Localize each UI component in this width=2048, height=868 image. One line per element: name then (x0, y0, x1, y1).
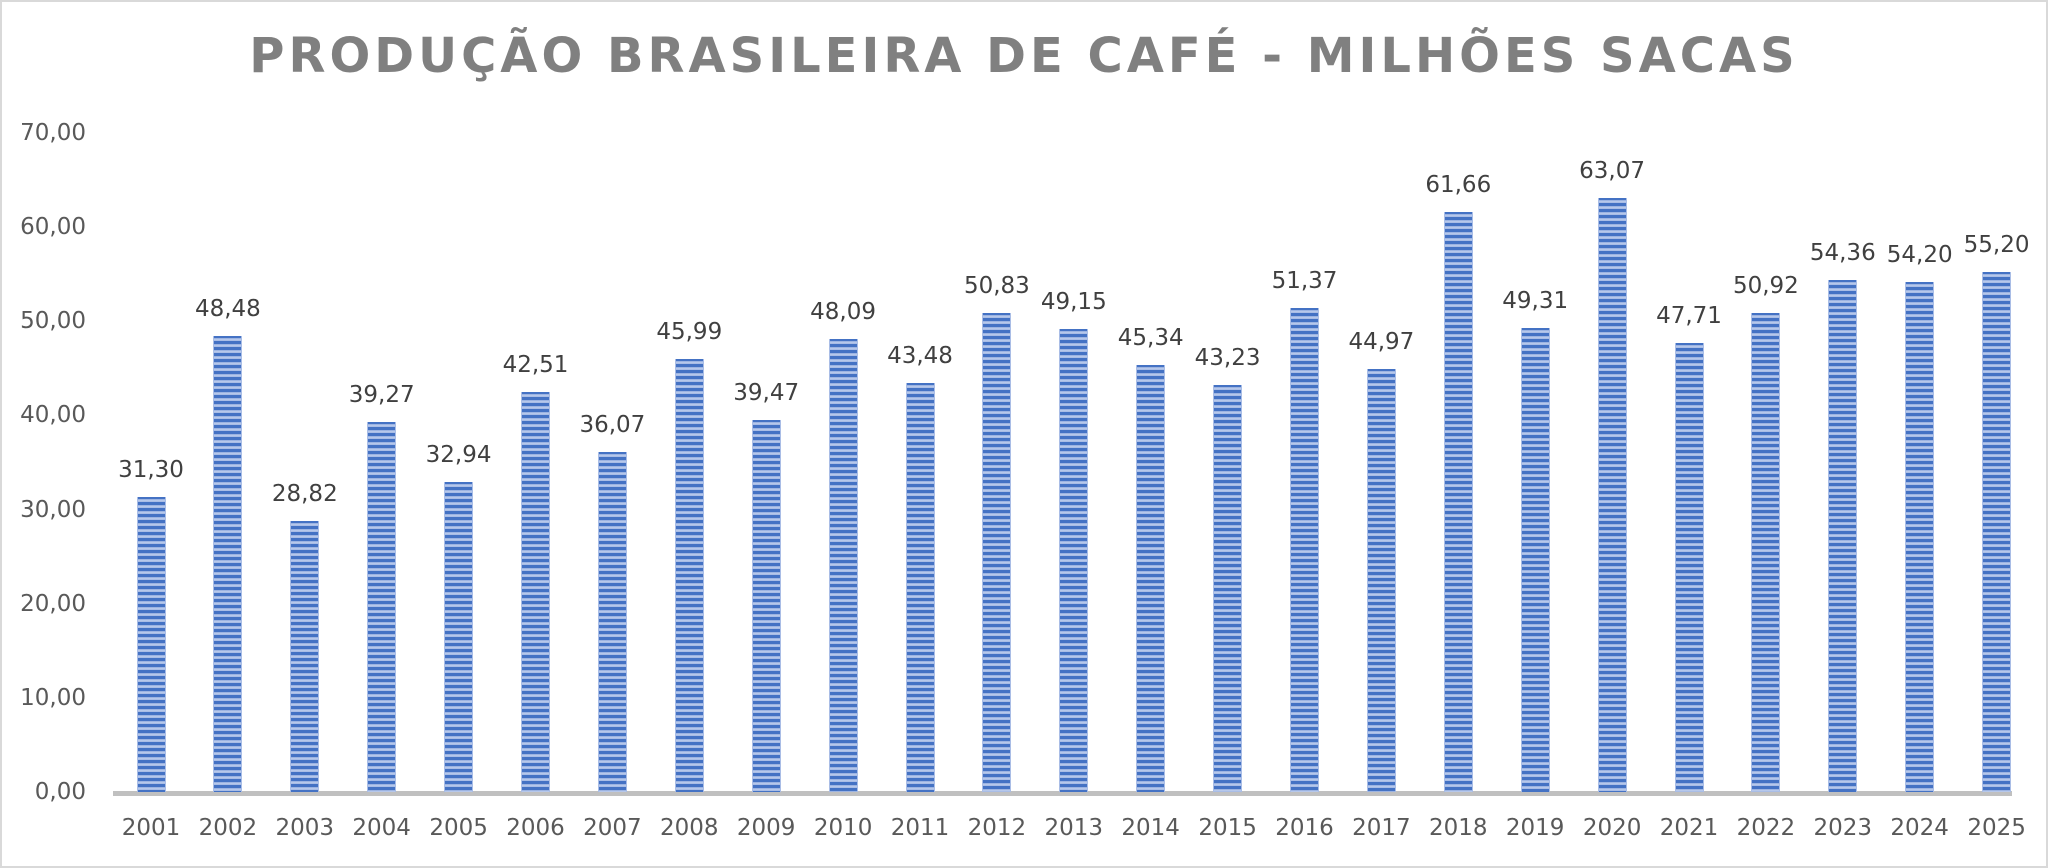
bar-2019[interactable] (1520, 327, 1550, 792)
x-tick-label: 2002 (198, 815, 258, 841)
bar-2013[interactable] (1059, 329, 1089, 792)
bar-2011[interactable] (905, 382, 935, 792)
y-tick-label: 20,00 (20, 590, 86, 617)
bar-2016[interactable] (1290, 308, 1319, 792)
data-label: 51,37 (1271, 268, 1338, 295)
x-tick-label: 2012 (967, 815, 1027, 841)
bar-2009[interactable] (751, 420, 781, 792)
bar-2015[interactable] (1213, 385, 1243, 792)
bar-2021[interactable] (1674, 342, 1704, 792)
x-tick-label: 2001 (121, 815, 181, 841)
data-label: 47,71 (1656, 302, 1722, 329)
x-tick-label: 2011 (890, 815, 950, 841)
data-label: 42,51 (502, 351, 569, 378)
data-label: 55,20 (1963, 232, 2030, 259)
bar-2008[interactable] (674, 359, 704, 792)
bar-2025[interactable] (1982, 272, 2012, 792)
bar-2022[interactable] (1751, 312, 1781, 792)
bar-2014[interactable] (1136, 365, 1166, 792)
data-label: 61,66 (1425, 171, 1492, 198)
data-label: 39,47 (733, 380, 800, 407)
bar-2003[interactable] (290, 520, 320, 792)
x-tick-label: 2024 (1890, 815, 1949, 841)
y-tick-label: 0,00 (34, 779, 86, 805)
x-tick-label: 2013 (1044, 815, 1104, 841)
x-tick-label: 2022 (1736, 815, 1796, 841)
x-tick-label: 2008 (660, 815, 719, 841)
data-label: 49,15 (1040, 289, 1107, 316)
data-label: 50,83 (963, 273, 1030, 300)
bar-2012[interactable] (982, 313, 1012, 792)
bar-2004[interactable] (367, 422, 397, 792)
y-tick-label: 10,00 (20, 684, 86, 711)
bar-2005[interactable] (444, 481, 474, 792)
data-label: 44,97 (1348, 328, 1415, 355)
data-label: 39,27 (348, 382, 415, 409)
data-label: 54,20 (1886, 241, 1953, 268)
x-axis-line (113, 791, 2012, 796)
x-tick-label: 2005 (429, 815, 488, 841)
x-tick-label: 2021 (1659, 815, 1719, 841)
data-label: 50,92 (1732, 272, 1799, 299)
bar-2023[interactable] (1828, 280, 1858, 792)
data-label: 45,34 (1117, 325, 1184, 352)
y-tick-label: 30,00 (20, 496, 86, 523)
x-tick-label: 2007 (583, 815, 642, 841)
y-tick-label: 60,00 (20, 214, 86, 241)
x-tick-label: 2025 (1967, 815, 2026, 841)
y-tick-label: 50,00 (20, 308, 86, 335)
data-label: 28,82 (271, 480, 338, 507)
x-tick-label: 2015 (1198, 815, 1257, 841)
x-tick-label: 2016 (1275, 815, 1334, 841)
y-tick-label: 40,00 (20, 402, 86, 429)
data-label: 48,48 (194, 295, 261, 322)
x-tick-label: 2017 (1352, 815, 1411, 841)
bar-2017[interactable] (1366, 368, 1396, 792)
x-tick-label: 2023 (1813, 815, 1873, 841)
data-label: 49,31 (1502, 287, 1569, 314)
data-label: 48,09 (810, 299, 877, 326)
y-tick-label: 70,00 (20, 120, 86, 146)
x-tick-label: 2014 (1121, 815, 1180, 841)
bar-2001[interactable] (136, 497, 166, 792)
bar-2018[interactable] (1443, 211, 1473, 792)
x-tick-label: 2003 (275, 815, 335, 841)
chart-title: PRODUÇÃO BRASILEIRA DE CAFÉ - MILHÕES SA… (249, 28, 1799, 84)
x-tick-label: 2018 (1429, 815, 1488, 841)
x-tick-label: 2010 (813, 815, 873, 841)
bar-2002[interactable] (213, 335, 243, 792)
x-tick-label: 2009 (736, 815, 796, 841)
bar-2006[interactable] (521, 391, 550, 792)
data-label: 36,07 (579, 412, 646, 439)
data-label: 45,99 (656, 319, 723, 346)
bar-2024[interactable] (1905, 281, 1935, 792)
data-label: 32,94 (425, 441, 492, 468)
data-label: 43,48 (887, 342, 953, 369)
bar-2007[interactable] (597, 452, 627, 792)
data-label: 63,07 (1579, 158, 1646, 185)
data-label: 43,23 (1194, 345, 1261, 372)
x-tick-label: 2019 (1505, 815, 1565, 841)
x-tick-label: 2020 (1582, 815, 1642, 841)
data-label: 54,36 (1809, 240, 1876, 267)
data-label: 31,30 (118, 457, 184, 484)
bar-2020[interactable] (1597, 198, 1627, 792)
x-tick-label: 2004 (352, 815, 411, 841)
x-tick-label: 2006 (506, 815, 565, 841)
bar-2010[interactable] (828, 339, 858, 792)
